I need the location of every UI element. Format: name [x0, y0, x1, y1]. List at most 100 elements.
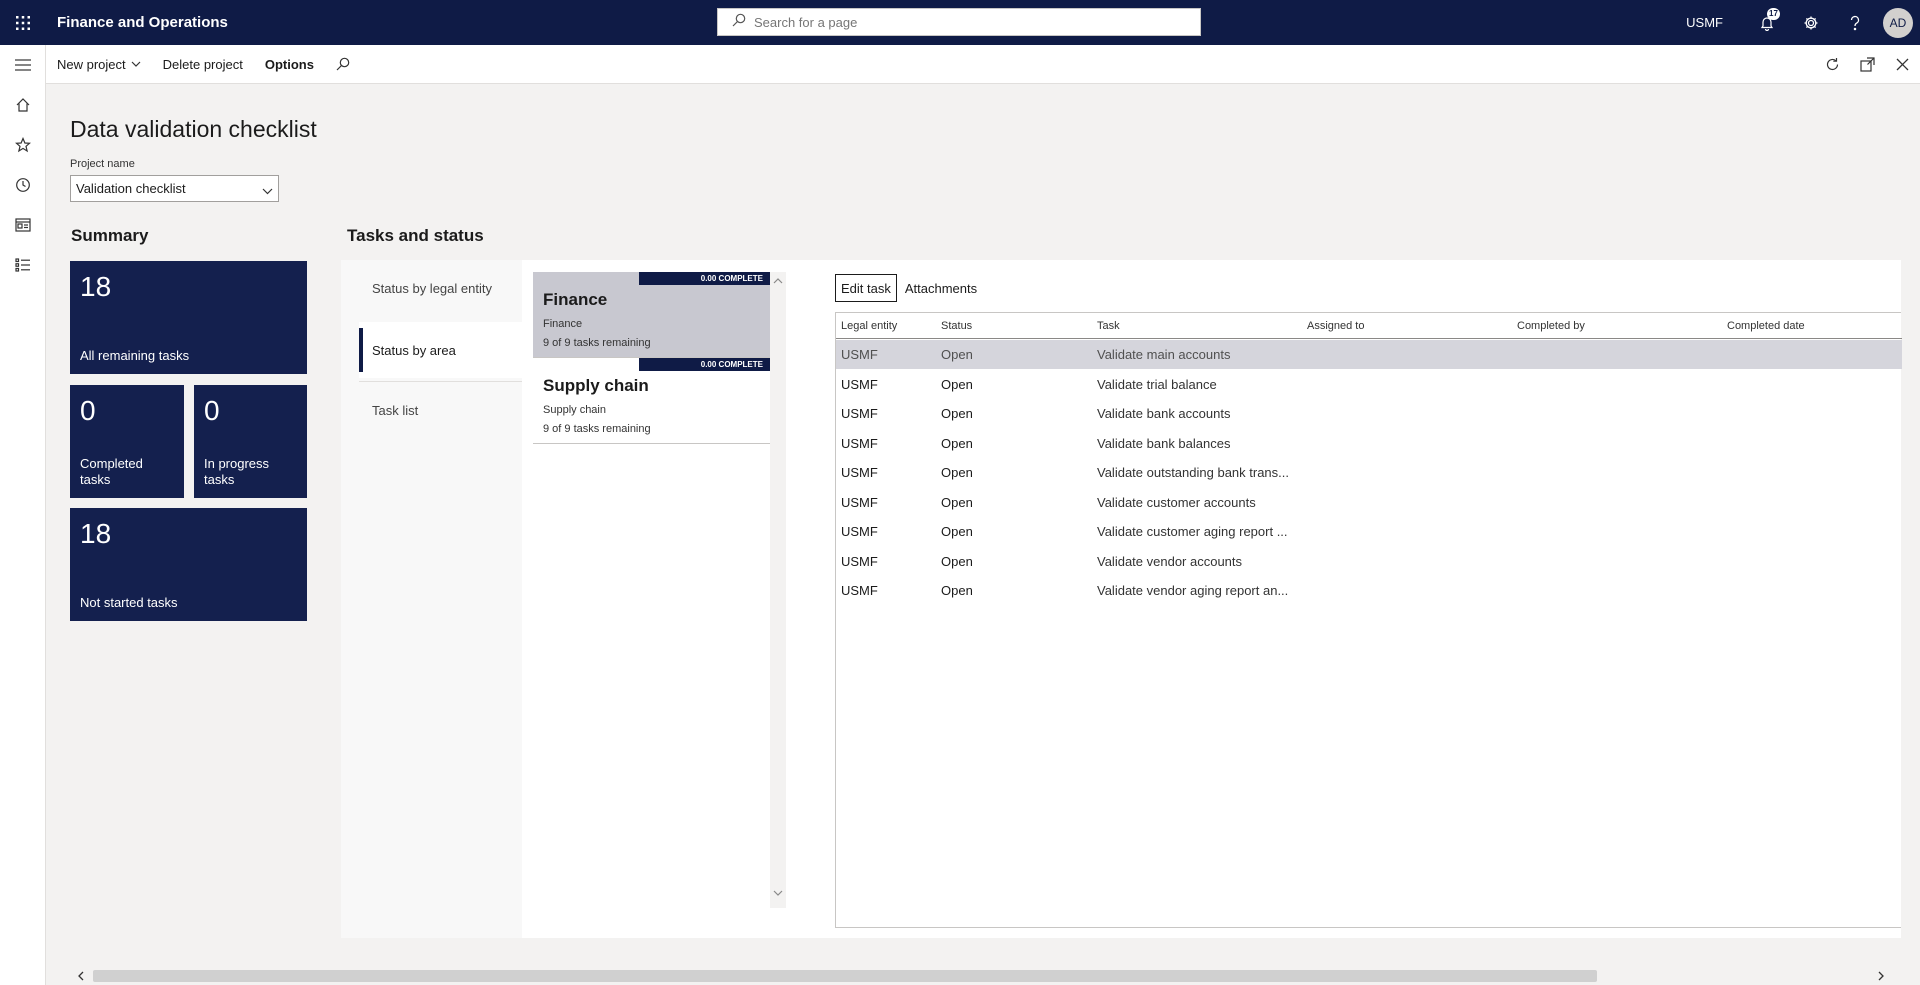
table-row[interactable]: USMF Open Validate customer accounts: [836, 488, 1902, 517]
cell-status: Open: [941, 583, 973, 598]
tasks-grid: Legal entity Status Task Assigned to Com…: [835, 312, 1902, 928]
scroll-left-icon[interactable]: [73, 969, 87, 983]
cell-legal-entity: USMF: [841, 583, 878, 598]
app-title[interactable]: Finance and Operations: [57, 14, 228, 31]
modules-list-icon[interactable]: [0, 245, 46, 285]
tile-count: 18: [80, 271, 112, 302]
refresh-icon[interactable]: [1815, 45, 1850, 84]
cell-task: Validate outstanding bank trans...: [1097, 465, 1289, 480]
recent-clock-icon[interactable]: [0, 165, 46, 205]
column-header-legal-entity[interactable]: Legal entity: [841, 320, 898, 332]
settings-gear-icon[interactable]: [1789, 0, 1833, 45]
cell-task: Validate vendor accounts: [1097, 553, 1243, 569]
workspaces-icon[interactable]: [0, 205, 46, 245]
cell-task: Validate bank balances: [1097, 435, 1231, 451]
cell-legal-entity: USMF: [841, 465, 878, 480]
tasks-and-status-heading: Tasks and status: [347, 226, 484, 245]
scroll-up-icon[interactable]: [770, 278, 786, 290]
attachments-button[interactable]: Attachments: [904, 280, 978, 296]
hamburger-menu-icon[interactable]: [0, 45, 46, 85]
area-subtitle: Supply chain: [543, 404, 606, 416]
table-row[interactable]: USMF Open Validate trial balance: [836, 370, 1902, 399]
completed-tasks-tile[interactable]: 0 Completed tasks: [70, 385, 184, 498]
table-row[interactable]: USMF Open Validate bank accounts: [836, 399, 1902, 428]
favorites-star-icon[interactable]: [0, 125, 46, 165]
cell-legal-entity: USMF: [841, 347, 878, 362]
column-header-task[interactable]: Task: [1097, 320, 1120, 332]
tile-count: 18: [80, 518, 112, 549]
notification-bell-icon[interactable]: 17: [1745, 0, 1789, 45]
cell-status: Open: [941, 376, 973, 392]
tile-count: 0: [80, 395, 96, 426]
column-header-completed-by[interactable]: Completed by: [1517, 320, 1585, 332]
area-card-finance[interactable]: 0.00 COMPLETE Finance Finance 9 of 9 tas…: [533, 272, 770, 358]
cell-legal-entity: USMF: [841, 376, 878, 392]
close-icon[interactable]: [1885, 45, 1920, 84]
column-header-assigned-to[interactable]: Assigned to: [1307, 320, 1365, 332]
cell-status: Open: [941, 553, 973, 569]
completion-badge: 0.00 COMPLETE: [639, 358, 770, 371]
search-input[interactable]: [754, 14, 1174, 30]
area-name: Finance: [543, 290, 608, 309]
summary-heading: Summary: [71, 226, 149, 245]
help-icon[interactable]: [1833, 0, 1877, 45]
grid-header: Legal entity Status Task Assigned to Com…: [836, 313, 1902, 339]
delete-project-button[interactable]: Delete project: [162, 56, 243, 72]
cell-status: Open: [941, 435, 973, 451]
tile-label: In progress tasks: [204, 456, 270, 487]
area-name: Supply chain: [543, 376, 649, 395]
notification-count-badge: 17: [1767, 8, 1780, 20]
chevron-down-icon: [131, 61, 141, 67]
table-row[interactable]: USMF Open Validate vendor aging report an.…: [836, 576, 1902, 605]
table-row[interactable]: USMF Open Validate customer aging report .…: [836, 517, 1902, 546]
all-remaining-tasks-tile[interactable]: 18 All remaining tasks: [70, 261, 307, 374]
table-row[interactable]: USMF Open Validate vendor accounts: [836, 547, 1902, 576]
cell-status: Open: [941, 347, 973, 362]
new-project-button[interactable]: New project: [46, 45, 152, 84]
in-progress-tasks-tile[interactable]: 0 In progress tasks: [194, 385, 307, 498]
area-list-scrollbar[interactable]: [770, 272, 786, 908]
area-list: 0.00 COMPLETE Finance Finance 9 of 9 tas…: [533, 272, 770, 932]
area-card-supply-chain[interactable]: 0.00 COMPLETE Supply chain Supply chain …: [533, 358, 770, 444]
home-icon[interactable]: [0, 85, 46, 125]
cell-task: Validate bank accounts: [1097, 406, 1231, 421]
cell-legal-entity: USMF: [841, 406, 878, 421]
project-name-value: Validation checklist: [76, 181, 186, 196]
left-navigation-pane: [0, 45, 46, 985]
open-new-window-icon[interactable]: [1850, 45, 1885, 84]
tab-divider: [359, 381, 522, 382]
edit-task-button[interactable]: Edit task: [835, 274, 897, 302]
action-pane: New project Delete project Options: [46, 45, 1920, 84]
cell-task: Validate vendor aging report an...: [1097, 583, 1289, 598]
table-row[interactable]: USMF Open Validate bank balances: [836, 429, 1902, 458]
project-name-dropdown[interactable]: Validation checklist: [70, 175, 279, 202]
cell-status: Open: [941, 465, 973, 480]
not-started-tasks-tile[interactable]: 18 Not started tasks: [70, 508, 307, 621]
cell-legal-entity: USMF: [841, 494, 878, 510]
company-selector[interactable]: USMF: [1686, 15, 1723, 30]
scrollbar-thumb[interactable]: [93, 970, 1597, 982]
cell-status: Open: [941, 524, 973, 539]
tab-status-by-legal-entity[interactable]: Status by legal entity: [372, 280, 492, 296]
options-tab[interactable]: Options: [264, 56, 314, 72]
tab-status-by-area[interactable]: Status by area: [359, 322, 522, 378]
column-header-completed-date[interactable]: Completed date: [1727, 320, 1805, 332]
app-launcher-icon[interactable]: [0, 0, 45, 45]
column-header-status[interactable]: Status: [941, 320, 973, 332]
page-title: Data validation checklist: [70, 116, 317, 142]
search-bar[interactable]: [717, 8, 1201, 36]
chevron-down-icon: [262, 183, 273, 198]
completion-badge: 0.00 COMPLETE: [639, 272, 770, 285]
scroll-down-icon[interactable]: [770, 890, 786, 902]
scroll-right-icon[interactable]: [1874, 969, 1888, 983]
tab-task-list[interactable]: Task list: [372, 402, 419, 418]
cell-legal-entity: USMF: [841, 553, 878, 569]
tasks-and-status-panel: Status by legal entity Status by area Ta…: [341, 260, 1902, 938]
table-row[interactable]: USMF Open Validate main accounts: [836, 340, 1902, 369]
horizontal-scrollbar[interactable]: [46, 966, 1920, 985]
top-navigation-bar: Finance and Operations USMF 17 AD: [0, 0, 1920, 45]
cell-task: Validate customer aging report ...: [1097, 524, 1288, 539]
table-row[interactable]: USMF Open Validate outstanding bank trans.…: [836, 458, 1902, 487]
user-avatar[interactable]: AD: [1883, 7, 1913, 38]
action-search-icon[interactable]: [325, 45, 361, 84]
